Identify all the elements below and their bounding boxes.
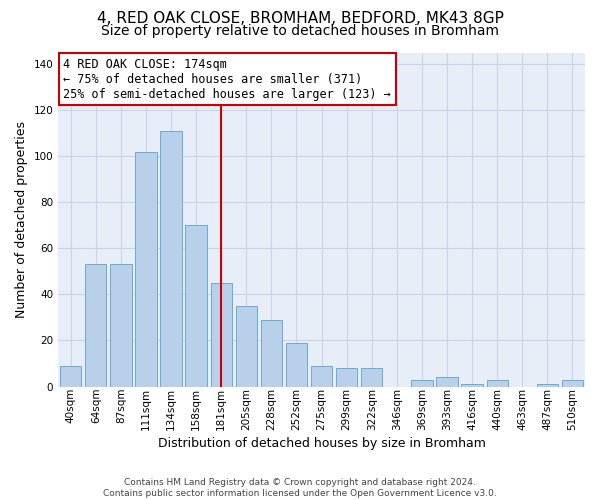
Bar — [562, 380, 583, 386]
Bar — [411, 380, 433, 386]
Bar — [487, 380, 508, 386]
Text: 4 RED OAK CLOSE: 174sqm
← 75% of detached houses are smaller (371)
25% of semi-d: 4 RED OAK CLOSE: 174sqm ← 75% of detache… — [64, 58, 391, 100]
Bar — [85, 264, 106, 386]
Text: Contains HM Land Registry data © Crown copyright and database right 2024.
Contai: Contains HM Land Registry data © Crown c… — [103, 478, 497, 498]
Text: Size of property relative to detached houses in Bromham: Size of property relative to detached ho… — [101, 24, 499, 38]
Bar — [311, 366, 332, 386]
Bar — [461, 384, 483, 386]
X-axis label: Distribution of detached houses by size in Bromham: Distribution of detached houses by size … — [158, 437, 485, 450]
Bar — [436, 378, 458, 386]
Bar — [261, 320, 282, 386]
Bar — [110, 264, 131, 386]
Bar — [60, 366, 82, 386]
Text: 4, RED OAK CLOSE, BROMHAM, BEDFORD, MK43 8GP: 4, RED OAK CLOSE, BROMHAM, BEDFORD, MK43… — [97, 11, 503, 26]
Bar — [537, 384, 558, 386]
Y-axis label: Number of detached properties: Number of detached properties — [15, 121, 28, 318]
Bar — [236, 306, 257, 386]
Bar — [336, 368, 358, 386]
Bar — [211, 283, 232, 387]
Bar — [136, 152, 157, 386]
Bar — [160, 131, 182, 386]
Bar — [361, 368, 382, 386]
Bar — [185, 226, 207, 386]
Bar — [286, 343, 307, 386]
